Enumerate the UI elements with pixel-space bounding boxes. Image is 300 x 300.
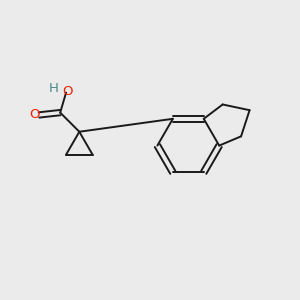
Text: O: O bbox=[62, 85, 73, 98]
Text: O: O bbox=[29, 109, 40, 122]
Text: H: H bbox=[49, 82, 59, 95]
